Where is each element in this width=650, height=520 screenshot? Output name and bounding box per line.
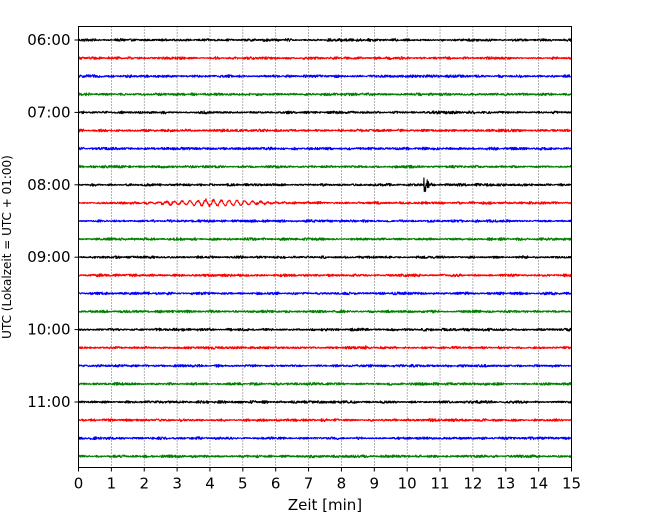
x-tick-label: 14 — [529, 475, 548, 493]
x-tick-label: 7 — [304, 475, 314, 493]
trace-0900 — [78, 255, 572, 260]
trace-0600 — [77, 37, 572, 43]
trace-0715 — [77, 128, 572, 133]
y-axis: 06:00 07:00 08:00 09:00 10:00 11:00 — [27, 31, 79, 411]
trace-1000 — [77, 327, 573, 332]
trace-0930 — [78, 291, 573, 296]
trace-1045 — [78, 381, 573, 386]
trace-0800 — [78, 177, 572, 193]
x-tick-label: 0 — [74, 475, 84, 493]
trace-0945 — [78, 309, 572, 314]
trace-1145 — [78, 454, 573, 459]
trace-0830 — [77, 219, 573, 223]
trace-0915 — [78, 273, 572, 278]
x-tick-label: 12 — [463, 475, 482, 493]
y-tick-label: 09:00 — [27, 248, 70, 266]
trace-0645 — [77, 92, 572, 97]
x-tick-label: 13 — [496, 475, 515, 493]
x-tick-label: 3 — [172, 475, 182, 493]
trace-0815 — [78, 198, 572, 208]
x-tick-label: 11 — [430, 475, 449, 493]
x-tick-label: 9 — [370, 475, 380, 493]
x-tick-label: 10 — [398, 475, 417, 493]
y-tick-label: 06:00 — [27, 31, 70, 49]
x-tick-label: 5 — [238, 475, 248, 493]
trace-1030 — [78, 363, 572, 368]
trace-0745 — [78, 164, 573, 169]
y-axis-label: UTC (Lokalzeit = UTC + 01:00) — [0, 155, 14, 339]
trace-0700 — [78, 110, 572, 115]
x-tick-label: 15 — [562, 475, 581, 493]
y-tick-label: 11:00 — [27, 393, 70, 411]
trace-0630 — [78, 74, 572, 79]
y-tick-label: 08:00 — [27, 176, 70, 194]
trace-1130 — [78, 436, 572, 441]
trace-1015 — [78, 345, 572, 350]
x-tick-label: 4 — [205, 475, 215, 493]
x-tick-label: 1 — [107, 475, 117, 493]
trace-group — [77, 37, 573, 459]
y-tick-label: 07:00 — [27, 103, 70, 121]
trace-0615 — [78, 56, 573, 61]
x-axis-label: Zeit [min] — [288, 496, 362, 514]
x-axis: 0 1 2 3 4 5 6 7 8 9 10 11 12 13 14 15 — [74, 467, 581, 493]
x-tick-label: 6 — [271, 475, 281, 493]
trace-1100 — [78, 400, 572, 404]
trace-1115 — [77, 418, 573, 423]
trace-0730 — [77, 146, 572, 151]
x-tick-label: 2 — [139, 475, 149, 493]
x-tick-label: 8 — [337, 475, 347, 493]
plot-frame — [78, 26, 572, 468]
trace-0845 — [77, 237, 572, 242]
y-tick-label: 10:00 — [27, 321, 70, 339]
